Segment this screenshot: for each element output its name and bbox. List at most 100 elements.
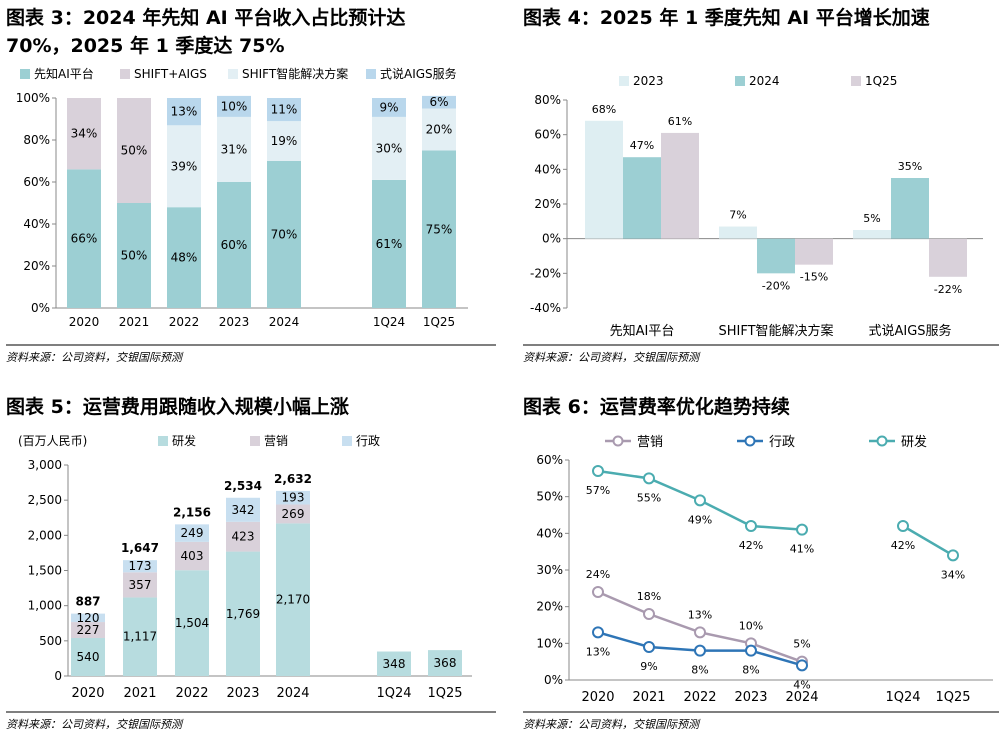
y-tick-label: 20% xyxy=(534,197,561,211)
y-tick-label: 60% xyxy=(534,128,561,142)
data-label: 34% xyxy=(941,568,965,581)
data-point xyxy=(796,523,808,536)
bar-segment xyxy=(217,182,251,308)
bar xyxy=(719,226,757,239)
data-label: 9% xyxy=(640,660,657,673)
figure-3-title-line2: 70%，2025 年 1 季度达 75% xyxy=(6,35,285,57)
figure-4-title: 图表 4：2025 年 1 季度先知 AI 平台增长加速 xyxy=(523,7,930,29)
figure-5-chart: (百万人民币) 研发 营销 行政 0 500 1,000 1,500 2,000 2,500 3,0… xyxy=(18,433,472,701)
data-point xyxy=(592,626,604,639)
data-label: 30% xyxy=(376,141,403,155)
y-tick-label: 20% xyxy=(23,259,50,273)
data-label: 60% xyxy=(221,238,248,252)
bar-segment xyxy=(217,116,251,182)
bar-segment xyxy=(428,650,462,676)
x-tick-label: 2024 xyxy=(785,690,818,705)
bar-segment xyxy=(117,98,151,203)
x-tick-label: 2022 xyxy=(175,686,208,701)
y-tick-label: 60% xyxy=(23,175,50,189)
data-label: 10% xyxy=(221,99,248,113)
total-label: 2,156 xyxy=(173,505,211,519)
y-tick-label: 40% xyxy=(534,162,561,176)
x-tick-label: 先知AI平台 xyxy=(610,323,675,339)
data-label: 42% xyxy=(891,539,915,552)
figure-4-source: 资料来源：公司资料，交银国际预测 xyxy=(523,351,699,364)
y-tick-label: 0% xyxy=(542,232,561,246)
x-tick-label: 2023 xyxy=(226,686,259,701)
data-label: 403 xyxy=(181,549,204,563)
bar-segment xyxy=(67,169,101,308)
data-point xyxy=(694,626,706,639)
x-tick-label: SHIFT智能解决方案 xyxy=(718,323,833,339)
bar-segment xyxy=(123,597,157,676)
bar-segment xyxy=(226,551,260,676)
total-label: 2,534 xyxy=(224,479,262,493)
x-tick-label: 1Q25 xyxy=(427,686,462,701)
bar-segment xyxy=(372,116,406,180)
total-label: 2,632 xyxy=(274,472,312,486)
y-tick-label: 60% xyxy=(536,453,563,467)
bar xyxy=(585,120,623,239)
figure-3-chart: 先知AI平台 SHIFT+AIGS SHIFT智能解决方案 式说AIGS服务 0% 20%… xyxy=(16,66,468,329)
bar-segment xyxy=(377,651,411,676)
unit-label: (百万人民币) xyxy=(18,434,87,448)
bar xyxy=(623,157,661,239)
bar-segment xyxy=(226,521,260,552)
data-label: 13% xyxy=(688,608,712,621)
x-tick-label: 2020 xyxy=(71,686,104,701)
legend-marker-0 xyxy=(612,435,624,447)
y-tick-label: 10% xyxy=(536,636,563,650)
bar-segment xyxy=(422,95,456,109)
x-tick-label: 1Q25 xyxy=(935,690,970,705)
bar-segment xyxy=(276,504,310,524)
data-point xyxy=(643,608,655,620)
data-label: -20% xyxy=(762,279,790,292)
bar-segment xyxy=(276,523,310,676)
figure-3-title-line1: 图表 3：2024 年先知 AI 平台收入占比预计达 xyxy=(6,7,406,29)
data-label: 55% xyxy=(637,491,661,504)
data-label: -15% xyxy=(800,271,828,284)
data-point xyxy=(745,520,757,532)
x-tick-label: 2022 xyxy=(683,690,716,705)
data-label: 193 xyxy=(282,491,305,505)
y-tick-label: 2,000 xyxy=(28,528,62,542)
bar-segment xyxy=(71,638,105,676)
data-label: 6% xyxy=(429,95,448,109)
x-tick-label: 2021 xyxy=(119,315,150,329)
figure-4-chart: 2023 2024 1Q25 -40% -20% 0% 20% 40% 60% 80% 68% 47%… xyxy=(530,74,983,339)
data-label: 357 xyxy=(129,578,152,592)
y-tick-label: -40% xyxy=(530,301,561,315)
figure-6-source: 资料来源：公司资料，交银国际预测 xyxy=(523,718,699,731)
legend-swatch-2 xyxy=(228,69,238,79)
data-label: 49% xyxy=(688,513,712,526)
data-point xyxy=(643,641,655,653)
legend-label-1: 2024 xyxy=(749,74,780,88)
data-point xyxy=(592,586,604,598)
x-tick-label: 1Q25 xyxy=(423,315,455,329)
total-label: 887 xyxy=(75,595,100,609)
data-label: 41% xyxy=(790,543,814,556)
data-label: 173 xyxy=(129,559,152,573)
bar xyxy=(661,132,699,239)
bar xyxy=(795,238,833,265)
y-tick-label: 80% xyxy=(534,93,561,107)
data-label: 1,504 xyxy=(175,616,209,630)
data-label: 1,117 xyxy=(123,630,157,644)
bar-segment xyxy=(167,125,201,208)
data-label: 57% xyxy=(586,484,610,497)
y-tick-label: 3,000 xyxy=(28,458,62,472)
figure-4-panel: 图表 4：2025 年 1 季度先知 AI 平台增长加速 2023 2024 1Q2… xyxy=(523,0,999,370)
legend-label-0: 先知AI平台 xyxy=(34,66,94,81)
legend-label-3: 式说AIGS服务 xyxy=(380,66,457,81)
legend-swatch-0 xyxy=(20,69,30,79)
bar-segment xyxy=(71,613,105,623)
bar-segment xyxy=(422,150,456,308)
bar-segment xyxy=(217,95,251,117)
data-label: 75% xyxy=(426,222,453,236)
legend-label-2: 1Q25 xyxy=(865,74,897,88)
data-label: 50% xyxy=(121,249,148,263)
data-label: 13% xyxy=(171,105,198,119)
legend-swatch-2 xyxy=(851,76,861,86)
x-tick-label: 1Q24 xyxy=(373,315,405,329)
data-point xyxy=(796,659,808,672)
